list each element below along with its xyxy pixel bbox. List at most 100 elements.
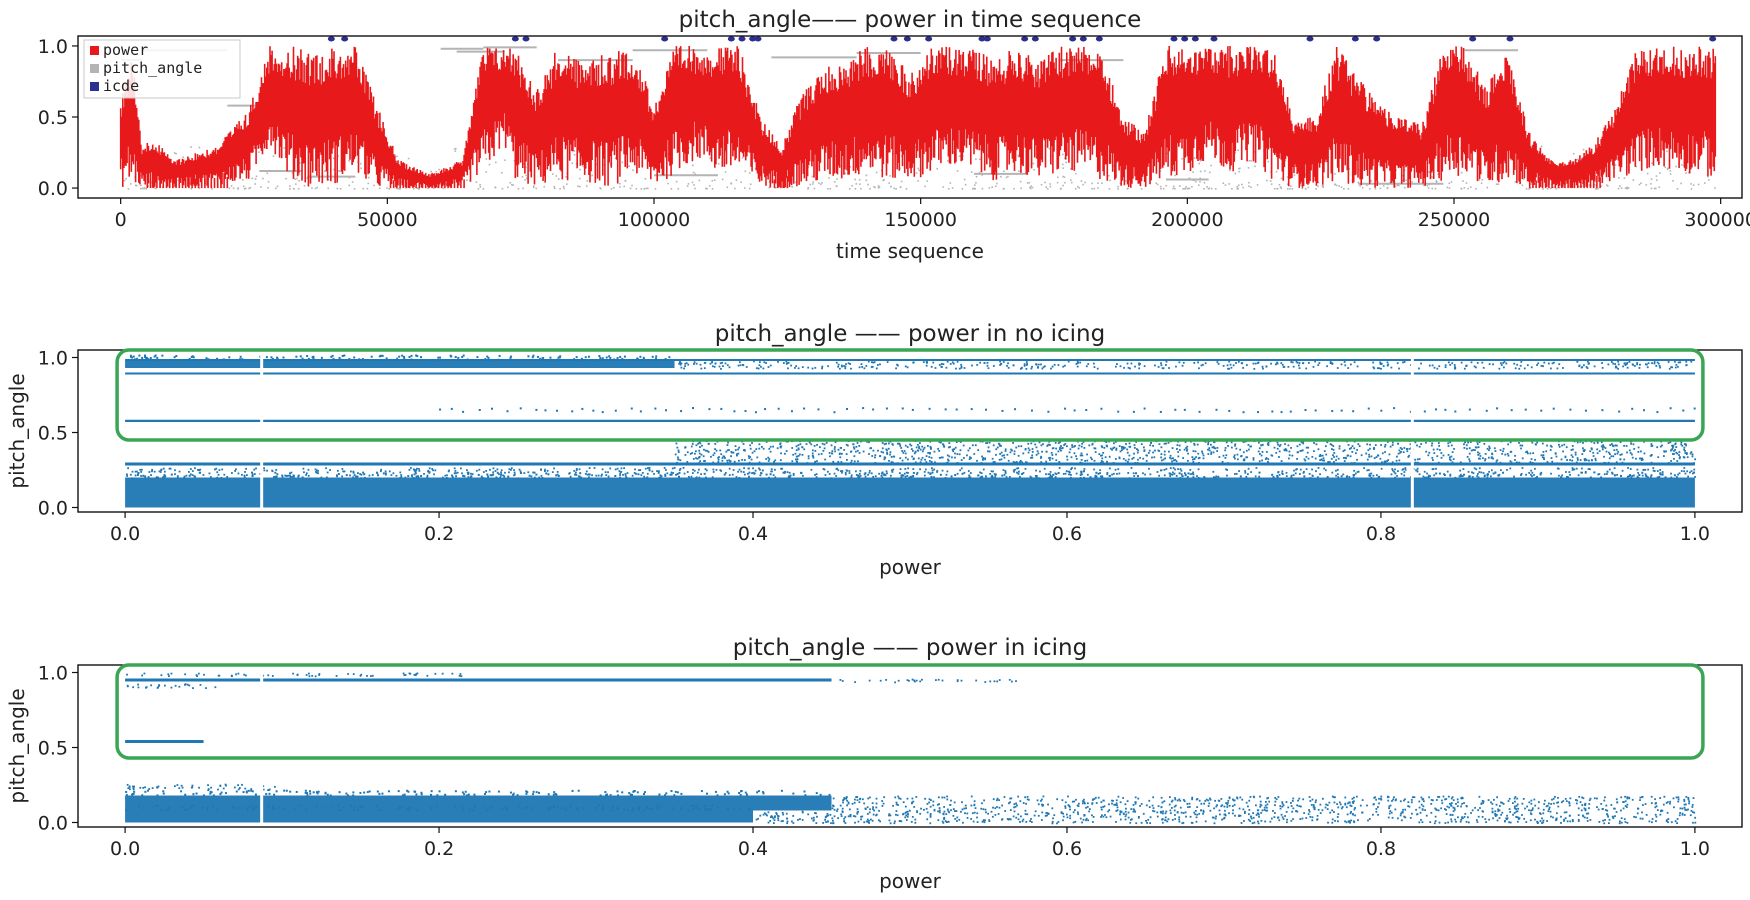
scatter-point bbox=[794, 458, 797, 461]
scatter-point bbox=[993, 461, 996, 463]
scatter-point bbox=[1600, 476, 1603, 479]
scatter-point bbox=[1292, 807, 1295, 810]
scatter-point bbox=[1424, 809, 1426, 812]
scatter-point bbox=[228, 356, 231, 359]
scatter-point bbox=[999, 453, 1002, 455]
scatter-point bbox=[726, 449, 729, 452]
pitch-angle-point bbox=[1018, 170, 1020, 173]
icde-point bbox=[890, 36, 898, 42]
scatter-point bbox=[1671, 366, 1674, 369]
scatter-point bbox=[1677, 361, 1680, 364]
scatter-point bbox=[125, 790, 128, 793]
scatter-point bbox=[1516, 797, 1519, 800]
scatter-point bbox=[1118, 445, 1121, 448]
scatter-point bbox=[1035, 453, 1038, 456]
scatter-point bbox=[1558, 445, 1561, 448]
icde-point bbox=[1079, 36, 1087, 42]
scatter-point bbox=[220, 791, 223, 794]
pitch-angle-point bbox=[512, 184, 514, 186]
pitch-angle-point bbox=[1626, 186, 1629, 189]
scatter-point bbox=[868, 441, 870, 444]
scatter-point bbox=[1320, 458, 1323, 461]
scatter-point bbox=[1279, 443, 1282, 446]
scatter-point bbox=[1176, 444, 1179, 447]
scatter-point bbox=[1186, 448, 1189, 451]
scatter-point bbox=[420, 356, 423, 359]
scatter-line bbox=[125, 359, 1695, 361]
pitch-angle-point bbox=[367, 182, 370, 185]
scatter-point bbox=[444, 474, 447, 477]
scatter-point bbox=[911, 678, 914, 681]
scatter-point bbox=[815, 473, 818, 476]
scatter-point bbox=[1674, 360, 1676, 363]
pitch-angle-point bbox=[1322, 186, 1324, 189]
scatter-point bbox=[1680, 470, 1683, 472]
scatter-point bbox=[988, 450, 991, 453]
scatter-point bbox=[289, 472, 292, 475]
scatter-point bbox=[1319, 803, 1322, 806]
scatter-point bbox=[314, 675, 317, 678]
scatter-point bbox=[679, 363, 682, 366]
scatter-point bbox=[1459, 473, 1462, 476]
pitch-angle-point bbox=[632, 169, 634, 172]
pitch-angle-point bbox=[1382, 185, 1385, 187]
scatter-point bbox=[1271, 473, 1274, 476]
pitch-angle-point bbox=[1063, 176, 1066, 179]
scatter-point bbox=[1481, 361, 1484, 364]
scatter-point bbox=[1339, 803, 1342, 806]
scatter-point bbox=[495, 476, 498, 479]
scatter-point bbox=[719, 469, 722, 472]
pitch-angle-point bbox=[811, 183, 814, 185]
pitch-angle-point bbox=[575, 167, 578, 169]
scatter-point bbox=[1564, 797, 1567, 800]
scatter-point bbox=[1671, 446, 1674, 449]
scatter-point bbox=[655, 355, 658, 358]
scatter-point bbox=[1418, 806, 1421, 809]
scatter-point bbox=[1619, 441, 1622, 444]
scatter-point bbox=[665, 469, 667, 471]
scatter-point bbox=[463, 793, 466, 796]
scatter-point bbox=[1047, 443, 1050, 446]
scatter-point bbox=[209, 792, 212, 795]
pitch-angle-point bbox=[996, 182, 998, 185]
scatter-point bbox=[896, 363, 898, 366]
scatter-point bbox=[691, 472, 694, 474]
scatter-point bbox=[1194, 450, 1197, 453]
pitch-angle-point bbox=[835, 185, 838, 188]
scatter-point bbox=[1352, 476, 1355, 479]
scatter-point bbox=[414, 674, 417, 677]
scatter-point bbox=[1534, 467, 1536, 470]
scatter-point bbox=[833, 808, 836, 811]
scatter-point bbox=[1367, 449, 1370, 452]
scatter-point bbox=[1601, 366, 1604, 369]
scatter-point bbox=[846, 458, 848, 461]
scatter-point bbox=[1513, 807, 1516, 810]
scatter-point bbox=[1184, 474, 1187, 477]
scatter-point bbox=[720, 367, 722, 370]
scatter-point bbox=[504, 471, 506, 474]
scatter-point bbox=[1035, 476, 1038, 479]
scatter-point bbox=[1610, 455, 1613, 458]
scatter-point bbox=[1683, 798, 1686, 801]
pitch-angle-point bbox=[1280, 177, 1283, 180]
scatter-point bbox=[879, 363, 881, 366]
scatter-point bbox=[749, 444, 752, 447]
scatter-point bbox=[1080, 472, 1083, 474]
scatter-point bbox=[1305, 455, 1308, 458]
scatter-point bbox=[1656, 809, 1659, 812]
scatter-point bbox=[244, 471, 246, 473]
scatter-point bbox=[1099, 472, 1101, 475]
scatter-point bbox=[1008, 476, 1011, 478]
scatter-point bbox=[1530, 458, 1533, 460]
scatter-point bbox=[376, 471, 378, 474]
scatter-point bbox=[363, 473, 366, 476]
scatter-point bbox=[896, 442, 899, 445]
scatter-point bbox=[947, 446, 950, 449]
scatter-point bbox=[1582, 447, 1584, 450]
scatter-point bbox=[1308, 796, 1311, 798]
scatter-band bbox=[125, 360, 675, 368]
scatter-point bbox=[1675, 446, 1678, 448]
scatter-point bbox=[1426, 476, 1429, 479]
scatter-point bbox=[1616, 801, 1619, 804]
scatter-point bbox=[1399, 447, 1402, 449]
